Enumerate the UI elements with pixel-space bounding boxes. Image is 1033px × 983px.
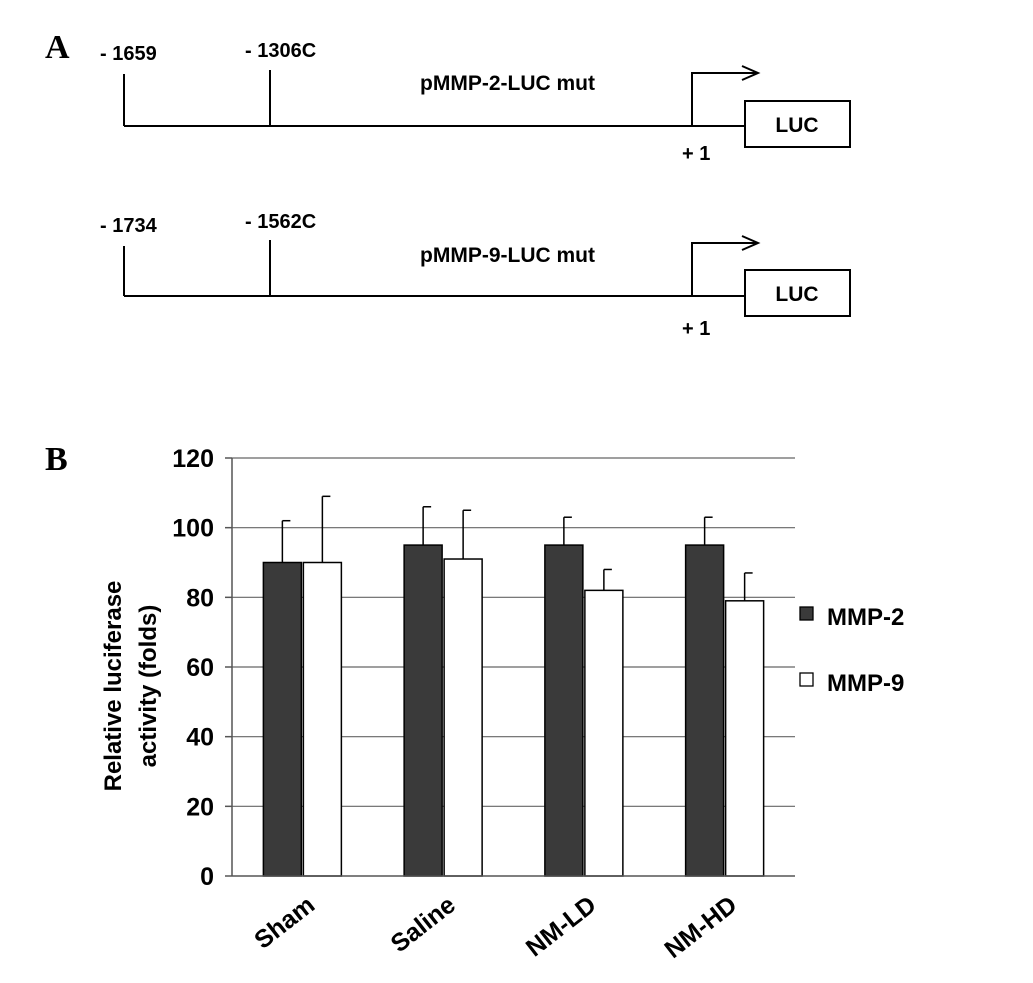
y-tick-label: 100	[172, 515, 214, 543]
luc-box	[744, 100, 851, 148]
bar	[403, 544, 443, 877]
chart-legend: MMP-2 MMP-9	[799, 604, 904, 697]
construct-mmp2: - 1659 - 1306C pMMP-2-LUC mut + 1 LUC	[100, 40, 851, 165]
arrowhead-icon	[741, 65, 761, 81]
panel-a-label: A	[45, 29, 70, 66]
panel-b-label: B	[45, 441, 68, 478]
x-tick-label: NM-HD	[659, 891, 742, 964]
bar	[684, 544, 725, 877]
tss-label: + 1	[682, 143, 710, 165]
construct-mutation-label: - 1562C	[245, 211, 316, 233]
tss-arrow-icon	[691, 242, 758, 296]
y-axis-label-line2: activity (folds)	[135, 605, 162, 768]
y-axis-label-line1: Relative luciferase	[100, 581, 127, 792]
chart-y-ticks: 0 20 40 60 80 100 120	[172, 445, 232, 891]
luc-box	[744, 269, 851, 317]
legend-label: MMP-2	[827, 604, 904, 631]
bar	[302, 561, 343, 877]
x-tick-label: NM-LD	[521, 891, 602, 963]
legend-label: MMP-9	[827, 670, 904, 697]
construct-mutation-label: - 1306C	[245, 40, 316, 62]
bar	[443, 558, 483, 877]
bar	[262, 561, 303, 877]
chart-axes	[231, 458, 795, 877]
y-tick-label: 120	[172, 445, 214, 473]
legend-swatch	[799, 606, 814, 621]
luc-label: LUC	[775, 114, 818, 137]
x-tick-label: Saline	[386, 891, 461, 958]
bar	[724, 600, 765, 877]
tss-label: + 1	[682, 318, 710, 340]
luc-label: LUC	[775, 283, 818, 306]
construct-name: pMMP-9-LUC mut	[420, 244, 595, 267]
construct-name: pMMP-2-LUC mut	[420, 72, 595, 95]
x-tick-label: Sham	[249, 891, 320, 955]
y-axis-label: Relative luciferase activity (folds)	[100, 581, 162, 792]
bar	[544, 544, 584, 877]
construct-mmp9: - 1734 - 1562C pMMP-9-LUC mut + 1 LUC	[100, 211, 851, 340]
chart-bars	[262, 495, 765, 877]
bar	[584, 589, 624, 877]
chart-category-labels: Sham Saline NM-LD NM-HD	[249, 891, 742, 964]
y-tick-label: 40	[186, 724, 214, 752]
legend-swatch	[799, 672, 814, 687]
tss-arrow-icon	[691, 72, 758, 126]
y-tick-label: 80	[186, 584, 214, 612]
y-tick-label: 60	[186, 654, 214, 682]
construct-start-label: - 1734	[100, 215, 158, 237]
arrowhead-icon	[741, 235, 761, 251]
y-tick-label: 0	[200, 863, 214, 891]
construct-start-label: - 1659	[100, 43, 157, 65]
y-tick-label: 20	[186, 793, 214, 821]
